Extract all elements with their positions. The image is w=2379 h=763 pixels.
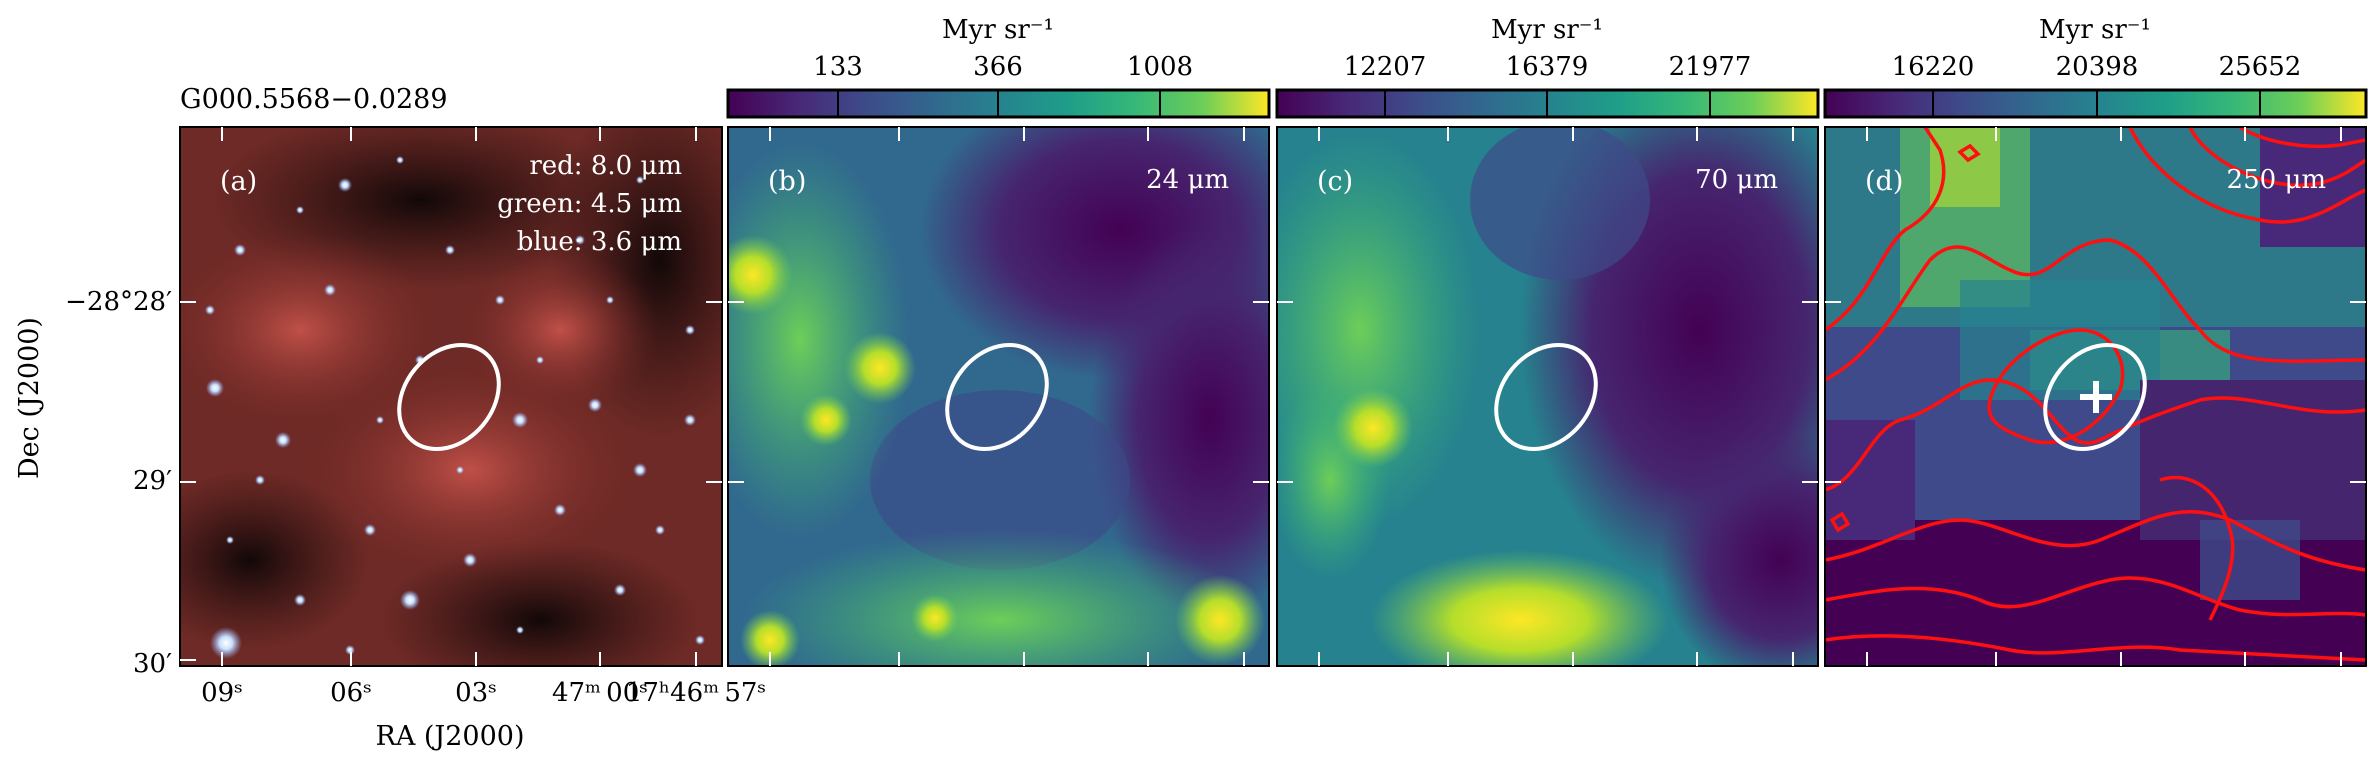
- peak-marker: [2080, 381, 2112, 413]
- colorbar-d-tick: 16220: [1892, 52, 1975, 82]
- colorbar-c-tick: 21977: [1669, 52, 1752, 82]
- ra-tick-label: 17ʰ46ᵐ 57ˢ: [626, 678, 766, 708]
- y-axis-label: Dec (J2000): [14, 317, 45, 479]
- ra-tick-label: 06ˢ: [330, 678, 372, 708]
- colorbar-c-tick: 16379: [1506, 52, 1589, 82]
- panel-a-image: [180, 127, 722, 666]
- panel-a-label: (a): [220, 166, 257, 197]
- ra-tick-label: 03ˢ: [455, 678, 497, 708]
- panel-b-image: [728, 127, 1269, 666]
- panel-d-label: (d): [1865, 166, 1903, 197]
- panel-c-image: [1277, 127, 1818, 666]
- panel-d-image: [1825, 127, 2366, 666]
- colorbar-b-tick: 366: [973, 52, 1023, 82]
- source-ellipse: [945, 342, 1049, 452]
- panel-b-label: (b): [768, 166, 806, 197]
- colorbar-c-unit: Myr sr⁻¹: [1491, 15, 1603, 45]
- panel-c-frame: [1276, 126, 1819, 667]
- colorbar-d-tick: 25652: [2219, 52, 2302, 82]
- panel-c-band: 70 μm: [1695, 165, 1778, 195]
- panel-b-frame: [727, 126, 1270, 667]
- tick-marks: [180, 127, 2366, 666]
- panel-a-band-red: red: 8.0 μm: [529, 151, 682, 181]
- colorbar-b-unit: Myr sr⁻¹: [942, 15, 1054, 45]
- panel-a-band-blue: blue: 3.6 μm: [517, 227, 682, 257]
- colorbar-d: [1823, 88, 2368, 119]
- panel-b-band: 24 μm: [1146, 165, 1229, 195]
- source-ellipse: [2043, 342, 2147, 452]
- x-axis-label: RA (J2000): [375, 721, 524, 752]
- dec-tick-label: 29′: [133, 466, 172, 496]
- dec-tick-label: 30′: [133, 649, 172, 679]
- panel-c-label: (c): [1317, 166, 1353, 197]
- panel-d-frame: [1824, 126, 2367, 667]
- panel-a-frame: [179, 126, 723, 667]
- colorbar-d-unit: Myr sr⁻¹: [2039, 15, 2151, 45]
- source-name: G000.5568−0.0289: [180, 84, 448, 115]
- panel-a-band-green: green: 4.5 μm: [497, 189, 682, 219]
- source-ellipse: [1494, 342, 1598, 452]
- colorbar-b-tick: 1008: [1127, 52, 1193, 82]
- stars: [205, 156, 705, 659]
- panel-d-band: 250 μm: [2227, 165, 2326, 195]
- ra-tick-label: 09ˢ: [201, 678, 243, 708]
- colorbar-d-tick: 20398: [2056, 52, 2139, 82]
- source-ellipse: [397, 342, 501, 452]
- colorbar-b-tick: 133: [813, 52, 863, 82]
- ra-tick-label: 47ᵐ 00ˢ: [552, 678, 648, 708]
- dec-tick-label: −28°28′: [65, 287, 172, 317]
- contours: [1825, 127, 2366, 662]
- colorbar-c-tick: 12207: [1344, 52, 1427, 82]
